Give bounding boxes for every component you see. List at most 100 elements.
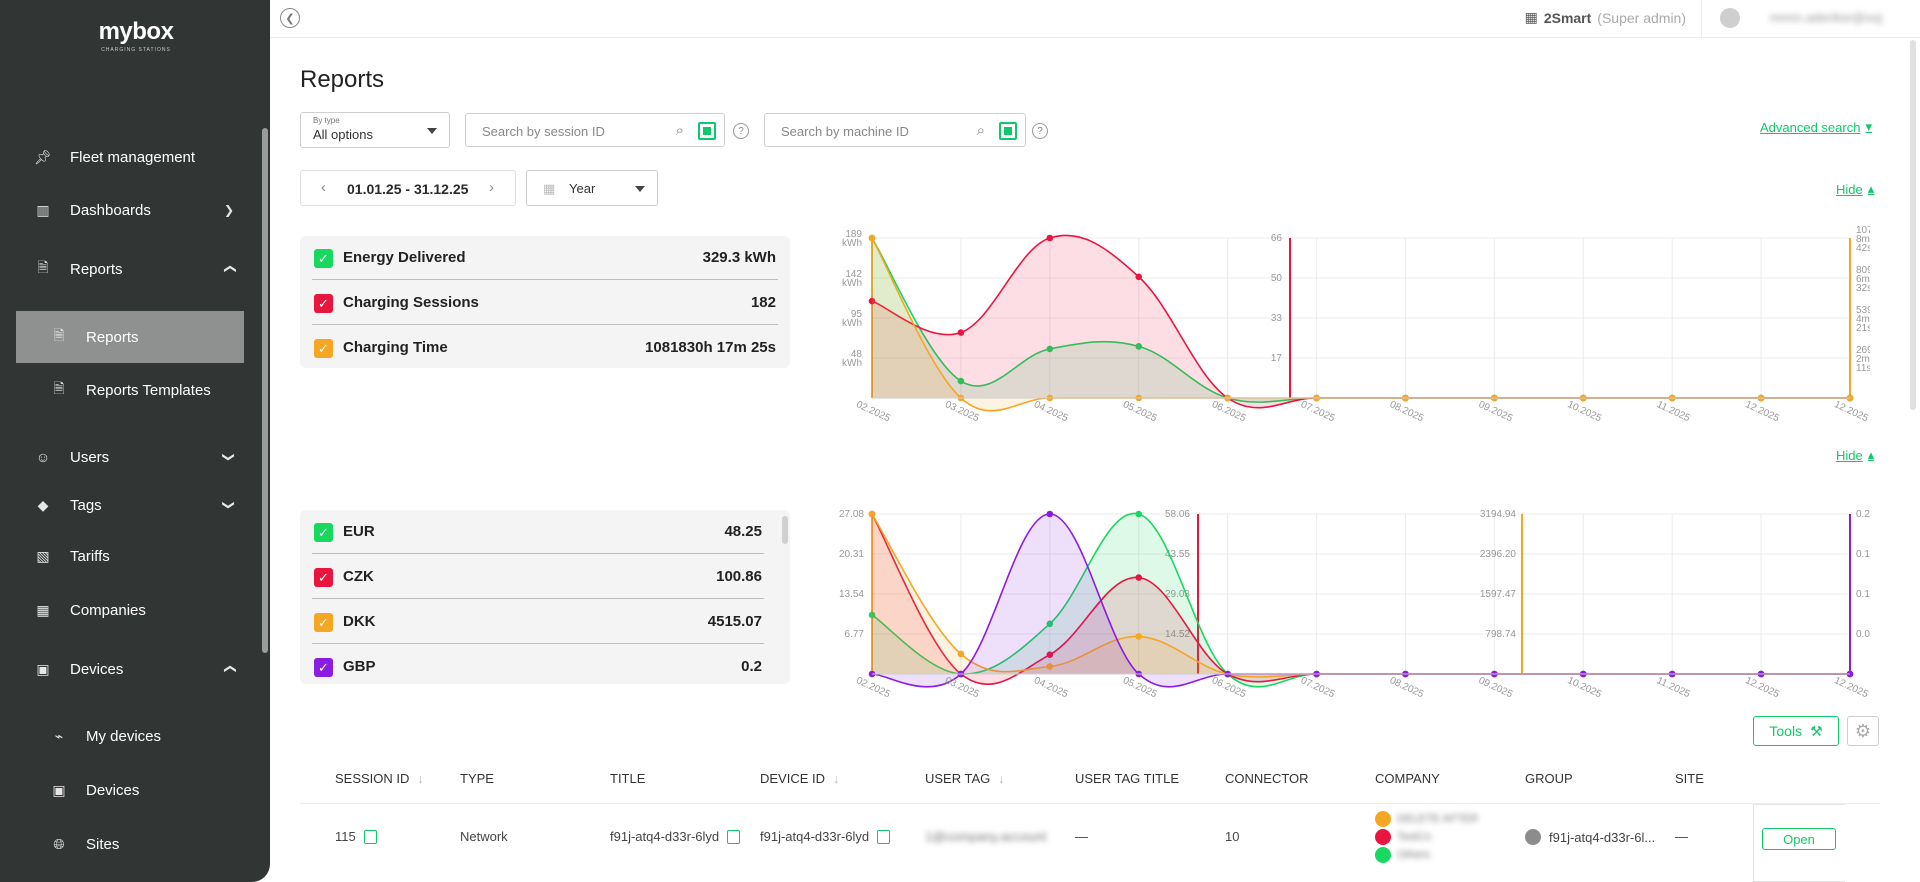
sidebar-item-companies[interactable]: ▦ Companies xyxy=(0,590,262,630)
chevron-left-icon[interactable]: ‹ xyxy=(321,179,326,196)
currency-chart: 27.08 20.31 13.54 6.77 58.06 43.55 29.03 14.52 3… xyxy=(839,509,1870,701)
copy-icon[interactable] xyxy=(877,829,891,844)
axis-tick-label: 3194.94 xyxy=(1480,509,1517,520)
tools-button[interactable]: Tools ⚒ xyxy=(1753,716,1839,746)
connector: 10 xyxy=(1225,829,1240,844)
axis-tick-label: 2396.20 xyxy=(1480,549,1517,560)
column-header-session-id[interactable]: SESSION ID ↓ xyxy=(335,771,424,786)
column-header-user-tag[interactable]: USER TAG ↓ xyxy=(925,771,1005,786)
sidebar-item-label: Tariffs xyxy=(70,547,110,565)
copy-icon[interactable] xyxy=(363,829,377,844)
checkbox-sessions[interactable]: ✓ xyxy=(314,294,333,313)
page-title: Reports xyxy=(300,66,385,93)
sidebar-item-tags[interactable]: ◆ Tags ❯ xyxy=(0,485,262,525)
checkbox-dkk[interactable]: ✓ xyxy=(314,613,333,632)
help-icon[interactable]: ? xyxy=(733,123,749,139)
open-button[interactable]: Open xyxy=(1762,828,1836,850)
type-select-caption: By type xyxy=(313,116,340,125)
company-name: Others xyxy=(1397,849,1431,861)
summary-row-gbp[interactable]: ✓ GBP 0.2 xyxy=(312,645,764,684)
checkbox-time[interactable]: ✓ xyxy=(314,339,333,358)
checkbox-gbp[interactable]: ✓ xyxy=(314,658,333,677)
help-glyph: ? xyxy=(738,125,744,137)
hide-chart-2-link[interactable]: Hide ▴ xyxy=(1836,447,1874,463)
series-area xyxy=(872,514,1850,685)
brand-logo[interactable]: mybox CHARGING STATIONS xyxy=(96,18,176,53)
sidebar-item-my-devices[interactable]: ⌁ My devices xyxy=(0,716,262,756)
header-label: TITLE xyxy=(610,771,646,786)
sidebar-item-fleet-management[interactable]: 📌︎ Fleet management xyxy=(0,137,262,177)
help-icon[interactable]: ? xyxy=(1032,123,1048,139)
dashboard-icon: ▥ xyxy=(36,201,50,218)
sort-arrow-icon[interactable]: ↓ xyxy=(998,771,1005,786)
summary-value: 100.86 xyxy=(716,568,762,585)
sidebar-item-reports[interactable]: 🗎 Reports ❯ xyxy=(0,249,262,289)
sort-arrow-icon[interactable]: ↓ xyxy=(417,771,424,786)
checkbox-eur[interactable]: ✓ xyxy=(314,523,333,542)
date-range-picker[interactable]: ‹ 01.01.25 - 31.12.25 › xyxy=(300,170,516,206)
checkbox-czk[interactable]: ✓ xyxy=(314,568,333,587)
divider xyxy=(1701,0,1702,38)
period-select[interactable]: ▦ Year xyxy=(526,170,658,206)
sidebar-item-tariffs[interactable]: ▧ Tariffs xyxy=(0,536,262,576)
cell-group: f91j-atq4-d33r-6l... xyxy=(1525,829,1655,845)
column-header-device-id[interactable]: DEVICE ID ↓ xyxy=(760,771,840,786)
tools-icon: ⚒ xyxy=(1810,722,1823,739)
machine-search-input[interactable]: Search by machine ID ⌕ xyxy=(764,113,1026,147)
sidebar-item-reports-active[interactable]: 🗎 Reports xyxy=(16,311,244,363)
axis-tick-label: 14.52 xyxy=(1165,629,1190,640)
x-tick-label: 12.2025 xyxy=(1743,675,1781,700)
sort-arrow-icon[interactable]: ↓ xyxy=(833,771,840,786)
summary-energy: ✓ Energy Delivered 329.3 kWh ✓ Charging … xyxy=(300,236,790,368)
axis-tick-label: 50 xyxy=(1271,273,1283,284)
sidebar-item-reports-templates[interactable]: 🗎 Reports Templates xyxy=(0,370,262,410)
sidebar-item-devices-sub[interactable]: ▣ Devices xyxy=(0,770,262,810)
summary-currency: ✓ EUR 48.25 ✓ CZK 100.86 ✓ DKK 4515.07 ✓… xyxy=(300,510,790,684)
user-tag: 1@company.account xyxy=(925,829,1047,844)
search-icon[interactable]: ⌕ xyxy=(675,122,684,139)
sidebar-item-label: Devices xyxy=(86,781,140,799)
sidebar-item-users[interactable]: ☺ Users ❯ xyxy=(0,437,262,477)
chevron-up-icon: ❯ xyxy=(221,663,236,675)
summary-scrollbar[interactable] xyxy=(782,516,788,544)
summary-row-dkk[interactable]: ✓ DKK 4515.07 xyxy=(312,600,764,644)
qr-scan-icon[interactable] xyxy=(999,122,1017,140)
back-button[interactable]: ❮ xyxy=(280,8,300,28)
summary-row-eur[interactable]: ✓ EUR 48.25 xyxy=(312,510,764,554)
summary-row-sessions[interactable]: ✓ Charging Sessions 182 xyxy=(312,281,778,325)
axis-tick-label: 11s xyxy=(1856,363,1870,374)
advanced-search-link[interactable]: Advanced search ▾ xyxy=(1760,119,1872,135)
settings-button[interactable]: ⚙ xyxy=(1847,716,1879,746)
chevron-down-icon: ❯ xyxy=(221,499,236,511)
sidebar-item-sites[interactable]: 🌐︎ Sites xyxy=(0,824,262,864)
sidebar-item-devices[interactable]: ▣ Devices ❯ xyxy=(0,649,262,689)
x-tick-label: 02.2025 xyxy=(854,675,892,700)
summary-row-time[interactable]: ✓ Charging Time 1081830h 17m 25s xyxy=(312,326,778,370)
avatar[interactable] xyxy=(1720,8,1740,28)
sidebar-scrollbar[interactable] xyxy=(262,128,268,653)
axis-tick-label: 189 xyxy=(845,229,862,240)
user-name[interactable]: mnnn.aderiksr@xoj xyxy=(1769,10,1882,25)
summary-row-czk[interactable]: ✓ CZK 100.86 xyxy=(312,555,764,599)
qr-scan-icon[interactable] xyxy=(698,122,716,140)
axis-tick-label: 0.20 xyxy=(1856,509,1870,520)
type-select[interactable]: By type All options xyxy=(300,112,450,148)
checkbox-energy[interactable]: ✓ xyxy=(314,249,333,268)
session-search-input[interactable]: Search by session ID ⌕ xyxy=(465,113,725,147)
company-name: TestCo xyxy=(1397,831,1432,843)
top-bar: ❮ ▦ 2Smart (Super admin) mnnn.aderiksr@x… xyxy=(270,0,1920,38)
axis-tick-label: 13.54 xyxy=(839,589,864,600)
copy-icon[interactable] xyxy=(727,829,741,844)
chevron-right-icon[interactable]: › xyxy=(489,179,494,196)
company-name: DELETE AFTER xyxy=(1397,813,1479,825)
summary-value: 329.3 kWh xyxy=(702,249,776,266)
sidebar-item-dashboards[interactable]: ▥ Dashboards ❯ xyxy=(0,190,262,230)
summary-row-energy[interactable]: ✓ Energy Delivered 329.3 kWh xyxy=(312,236,778,280)
data-point xyxy=(1135,343,1143,350)
building-icon: ▦ xyxy=(36,601,50,618)
x-tick-label: 05.2025 xyxy=(1121,399,1159,424)
energy-chart: 189kWh142kWh95kWh48kWh665033171079836h8m… xyxy=(842,225,1870,425)
hide-chart-1-link[interactable]: Hide ▴ xyxy=(1836,181,1874,197)
search-icon[interactable]: ⌕ xyxy=(976,122,985,139)
main-scrollbar[interactable] xyxy=(1910,40,1916,410)
